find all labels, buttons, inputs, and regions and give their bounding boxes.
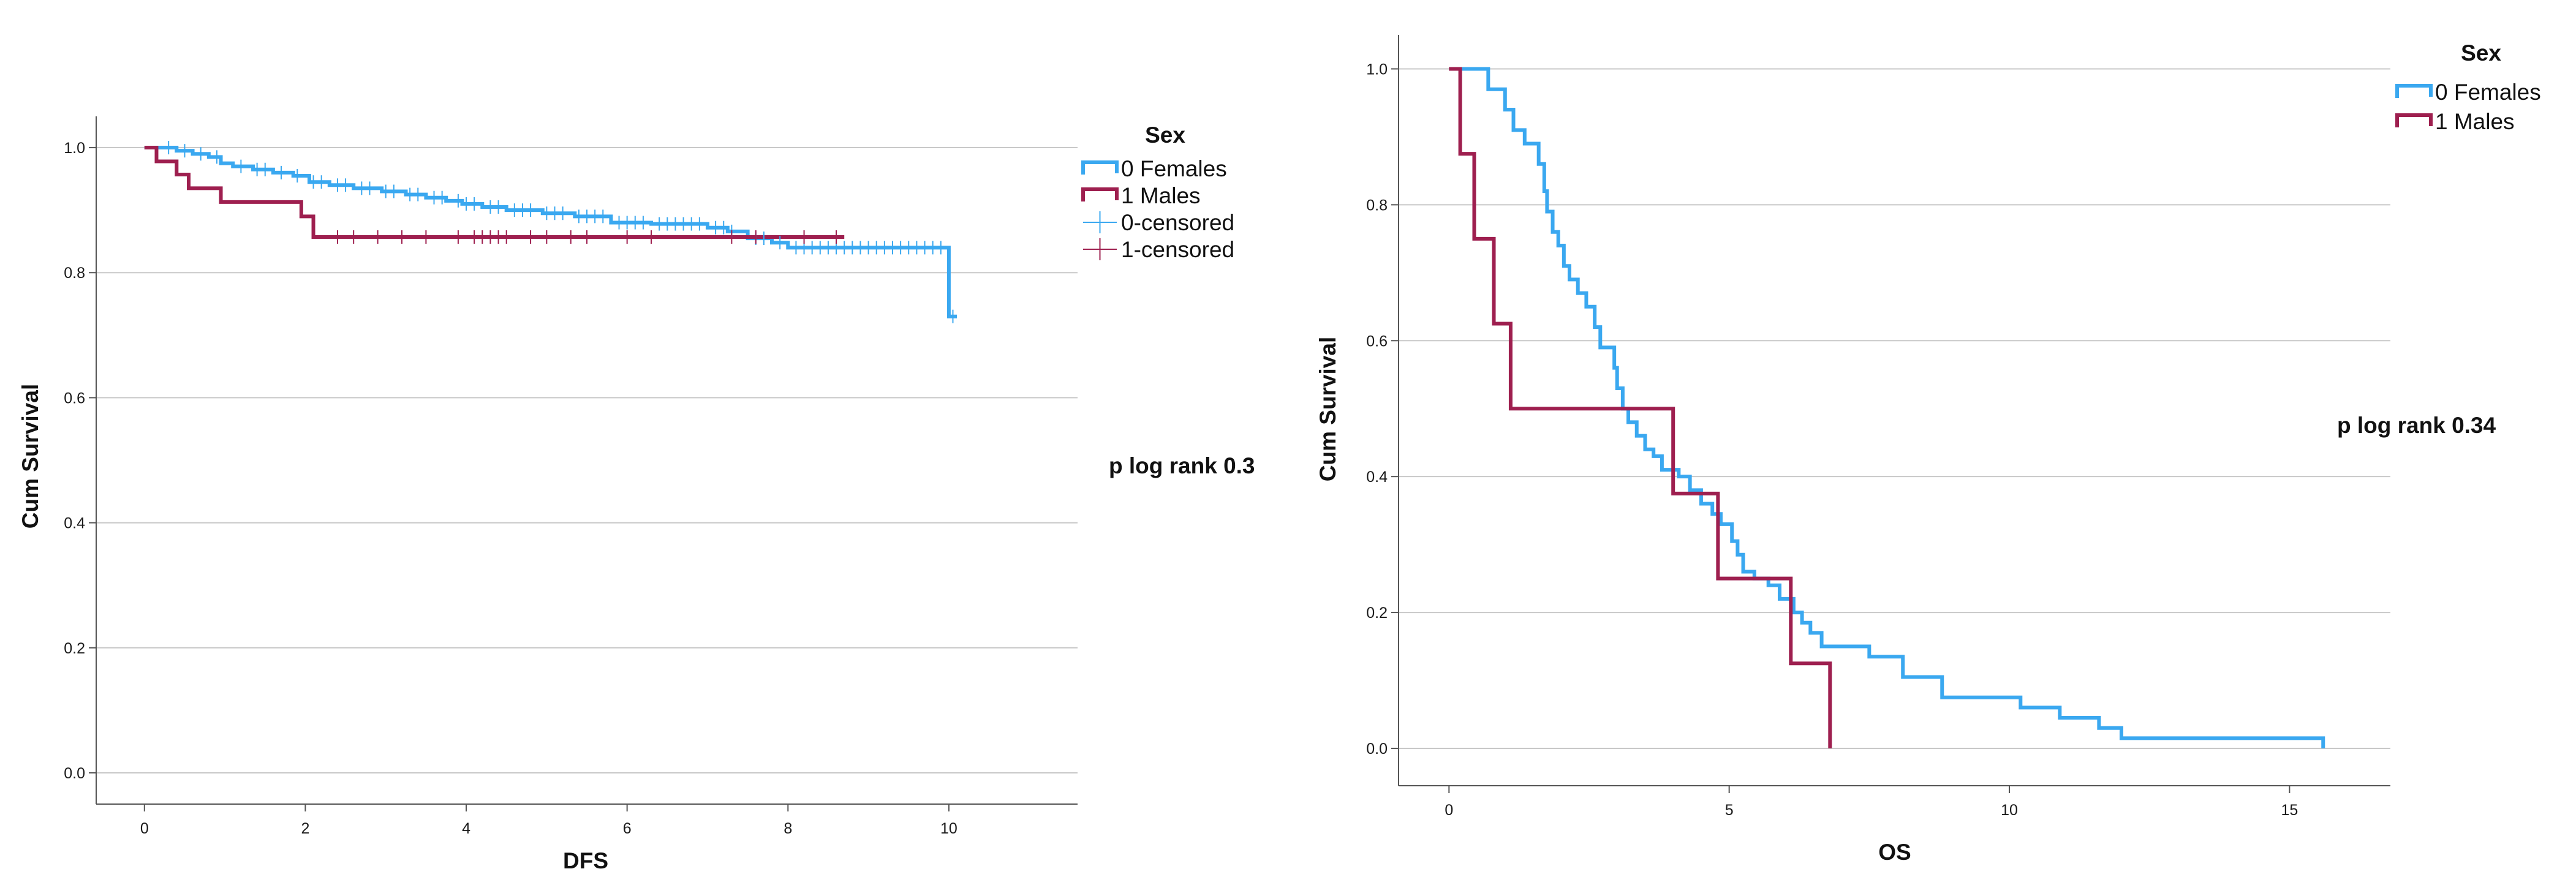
os-legend-swatch-1-males [2395,113,2433,127]
dfs-x-tick-label: 4 [462,820,470,837]
dfs-gridlines [96,147,1078,773]
os-y-tick-label: 0.6 [1366,333,1388,350]
dfs-axes [96,116,1078,805]
os-survival-chart: 0 5 10 15 0.0 0.2 0.4 0.6 0.8 1.0 OS Cum Surviva… [1315,35,2541,865]
dfs-x-tick-label: 8 [784,820,792,837]
dfs-y-axis-label: Cum Survival [18,384,43,529]
dfs-p-value-annotation: p log rank 0.3 [1109,453,1255,478]
os-x-axis-label: OS [1878,840,1911,865]
dfs-y-ticks: 0.0 0.2 0.4 0.6 0.8 1.0 [64,140,96,782]
dfs-x-tick-label: 0 [140,820,149,837]
dfs-legend-label-0-females: 0 Females [1121,156,1227,181]
dfs-legend-label-1-males: 1 Males [1121,183,1201,208]
os-x-tick-label: 10 [2001,802,2018,819]
dfs-curve-1-males [144,146,845,239]
os-legend: Sex 0 Females 1 Males [2395,40,2541,134]
dfs-legend-label-0-censored: 0-censored [1121,210,1234,235]
os-y-ticks: 0.0 0.2 0.4 0.6 0.8 1.0 [1366,61,1399,758]
os-axes [1398,35,2390,786]
dfs-legend-label-1-censored: 1-censored [1121,237,1234,262]
dfs-y-tick-label: 1.0 [64,140,85,157]
os-legend-swatch-0-females [2395,84,2433,98]
os-p-value-annotation: p log rank 0.34 [2337,413,2496,438]
dfs-x-axis-label: DFS [563,848,608,873]
os-x-tick-label: 5 [1725,802,1734,819]
dfs-x-tick-label: 6 [623,820,632,837]
dfs-x-ticks: 0 2 4 6 8 10 [140,804,958,837]
os-y-tick-label: 0.0 [1366,740,1388,758]
os-y-tick-label: 0.8 [1366,197,1388,214]
os-x-tick-label: 15 [2281,802,2298,819]
os-survival-curves [1449,67,2325,748]
os-gridlines [1399,68,2390,749]
dfs-x-tick-label: 10 [940,820,958,837]
dfs-y-tick-label: 0.8 [64,265,85,282]
os-legend-label-1-males: 1 Males [2435,109,2515,134]
os-y-tick-label: 1.0 [1366,61,1388,78]
dfs-y-tick-label: 0.0 [64,765,85,782]
dfs-legend-title: Sex [1145,122,1185,148]
dfs-legend-swatch-0-females [1081,160,1119,175]
dfs-curve-0-females [144,146,958,318]
dfs-x-tick-label: 2 [301,820,309,837]
dfs-survival-curves [144,146,958,318]
dfs-y-tick-label: 0.4 [64,515,85,532]
os-y-axis-label: Cum Survival [1315,337,1340,481]
dfs-y-tick-label: 0.2 [64,640,85,657]
dfs-survival-chart: 0 2 4 6 8 10 0.0 0.2 0.4 0.6 0.8 1.0 DFS Cum Survi… [18,116,1255,873]
os-legend-label-0-females: 0 Females [2435,80,2541,105]
os-legend-title: Sex [2461,40,2501,66]
dfs-censor-marks [168,141,954,323]
os-curve-1-males [1449,67,1832,748]
os-y-tick-label: 0.4 [1366,468,1388,486]
os-x-ticks: 0 5 10 15 [1445,786,2298,819]
dfs-y-tick-label: 0.6 [64,389,85,407]
os-y-tick-label: 0.2 [1366,604,1388,622]
os-curve-0-females [1449,67,2325,748]
dfs-legend-swatch-1-males [1081,187,1119,201]
os-x-tick-label: 0 [1445,802,1453,819]
